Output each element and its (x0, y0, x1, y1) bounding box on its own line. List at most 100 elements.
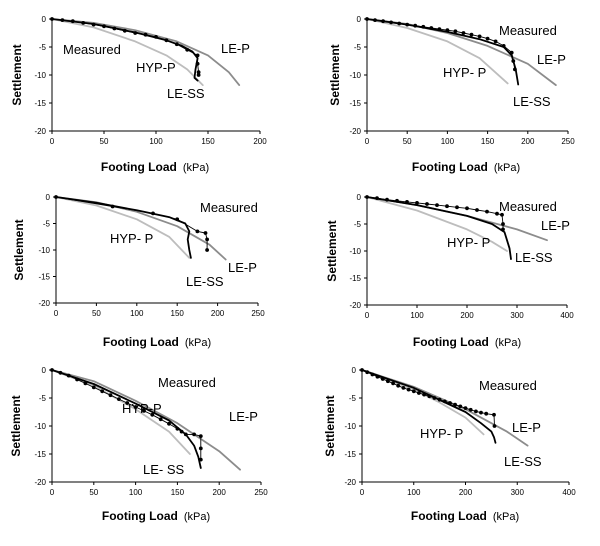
measured-point (175, 426, 180, 431)
curve-label-hyp: HYP- P (420, 426, 463, 441)
series-line-hyp (55, 196, 191, 259)
series-line-measured (51, 369, 202, 461)
measured-point (445, 204, 449, 209)
measured-point (185, 47, 190, 52)
measured-point (205, 237, 210, 242)
measured-point (432, 396, 437, 400)
measured-point (81, 21, 86, 25)
measured-point (50, 17, 54, 21)
curve-label-measured: Measured (499, 199, 557, 214)
curve-label-less: LE-SS (167, 86, 205, 101)
measured-point (83, 381, 88, 386)
measured-point (375, 374, 380, 379)
measured-point (511, 59, 516, 63)
measured-point (142, 409, 146, 413)
measured-point (195, 61, 200, 66)
x-tick-label: 100 (149, 137, 163, 146)
x-tick-label: 0 (50, 488, 55, 497)
x-tick-label: 0 (50, 137, 55, 146)
x-tick-label: 200 (459, 488, 473, 497)
measured-point (445, 28, 450, 33)
y-tick-label: -10 (34, 422, 46, 431)
x-axis-unit: (kPa) (495, 337, 521, 349)
measured-point (477, 34, 482, 39)
measured-point (91, 385, 96, 390)
x-tick-label: 250 (254, 488, 268, 497)
measured-point (442, 399, 447, 404)
measured-point (422, 392, 426, 397)
x-axis-title-text: Footing Load (103, 335, 179, 349)
x-tick-label: 150 (171, 488, 185, 497)
chart-panel-6: 0 -5 -10 -15 -20 0 100 200 300 400 Measured LE-P HYP… (323, 366, 576, 523)
x-tick-label: 50 (89, 488, 98, 497)
curve-label-measured: Measured (479, 378, 537, 393)
x-tick-label: 150 (201, 137, 215, 146)
curve-label-less: LE-SS (513, 94, 551, 109)
measured-point (58, 370, 63, 375)
x-axis-title-text: Footing Load (413, 335, 489, 349)
x-tick-label: 100 (407, 488, 421, 497)
measured-point (112, 26, 117, 31)
x-tick-label: 200 (211, 309, 225, 318)
measured-point (375, 196, 379, 201)
measured-point (485, 36, 490, 41)
measured-point (401, 386, 406, 390)
y-tick-label: -5 (39, 43, 47, 52)
x-axis-title: Footing Load (kPa) (101, 160, 209, 174)
measured-point (117, 397, 121, 401)
measured-point (143, 32, 148, 37)
y-tick-label: -10 (344, 422, 356, 431)
measured-point (70, 19, 75, 24)
chart-panel-5: 0 -5 -10 -15 -20 0 50 100 150 200 250 Measured LE-P H… (9, 366, 268, 523)
measured-point (192, 432, 197, 437)
measured-point (370, 372, 375, 377)
measured-point (196, 73, 201, 77)
measured-point (468, 407, 473, 412)
y-tick-label: -15 (34, 450, 46, 459)
x-tick-label: 50 (403, 137, 412, 146)
y-tick-label: -5 (39, 394, 47, 403)
y-axis-title: Settlement (12, 219, 26, 280)
measured-point (461, 31, 466, 35)
y-tick-label: -10 (349, 247, 361, 256)
x-tick-label: 200 (213, 488, 227, 497)
curve-label-measured: Measured (200, 200, 258, 215)
x-tick-label: 0 (360, 488, 365, 497)
measured-point (174, 42, 179, 47)
measured-point (195, 53, 200, 58)
measured-point (421, 24, 426, 29)
series-line-hyp (361, 369, 485, 436)
x-tick-label: 100 (130, 309, 144, 318)
measured-point (195, 229, 200, 234)
y-axis-title: Settlement (323, 395, 337, 456)
y-tick-label: 0 (352, 366, 357, 375)
y-tick-label: -5 (43, 220, 51, 229)
measured-point (365, 370, 370, 375)
measured-point (133, 31, 138, 35)
measured-point (386, 379, 390, 384)
measured-point (102, 24, 106, 29)
measured-point (196, 70, 201, 75)
x-axis-unit: (kPa) (494, 162, 520, 174)
x-axis-unit: (kPa) (493, 511, 519, 523)
measured-point (458, 404, 463, 409)
x-tick-label: 100 (410, 311, 424, 320)
x-tick-label: 50 (100, 137, 109, 146)
measured-point (465, 206, 469, 211)
x-tick-label: 50 (92, 309, 101, 318)
x-axis-title-text: Footing Load (411, 509, 487, 523)
x-tick-label: 150 (171, 309, 185, 318)
measured-point (492, 424, 497, 428)
x-axis-title-text: Footing Load (101, 160, 177, 174)
measured-point (133, 405, 138, 409)
measured-point (501, 227, 505, 232)
curve-label-less: LE-SS (504, 454, 542, 469)
x-axis-title-text: Footing Load (412, 160, 488, 174)
chart-panel-2: 0 -5 -10 -15 -20 0 50 100 150 200 250 Measured LE-P H… (328, 15, 575, 174)
y-axis-title: Settlement (10, 44, 24, 105)
measured-point (158, 417, 163, 422)
measured-point (411, 389, 416, 394)
measured-point (183, 432, 188, 437)
y-tick-label: -15 (38, 273, 50, 282)
